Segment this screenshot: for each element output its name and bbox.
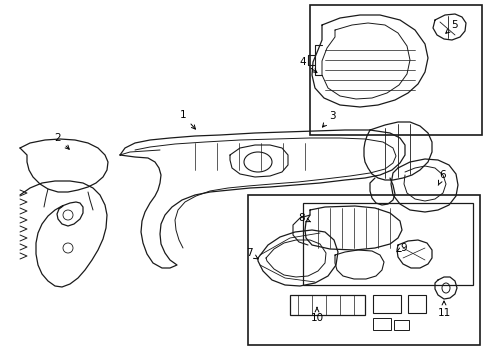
Text: 1: 1	[179, 110, 195, 129]
Text: 7: 7	[245, 248, 257, 259]
Text: 6: 6	[437, 170, 446, 185]
Bar	[303, 203, 472, 285]
Bar	[289, 295, 364, 315]
Text: 9: 9	[396, 243, 407, 253]
Text: 10: 10	[310, 307, 323, 323]
Bar	[247, 195, 479, 345]
Bar	[393, 320, 408, 330]
Text: 2: 2	[55, 133, 69, 149]
Bar	[407, 295, 425, 313]
Text: 8: 8	[298, 213, 310, 223]
Text: 3: 3	[322, 111, 335, 127]
Text: 4: 4	[299, 57, 316, 73]
Bar	[309, 5, 481, 135]
Bar	[372, 318, 390, 330]
Text: 5: 5	[445, 20, 457, 33]
Bar	[372, 295, 400, 313]
Text: 11: 11	[436, 301, 450, 318]
